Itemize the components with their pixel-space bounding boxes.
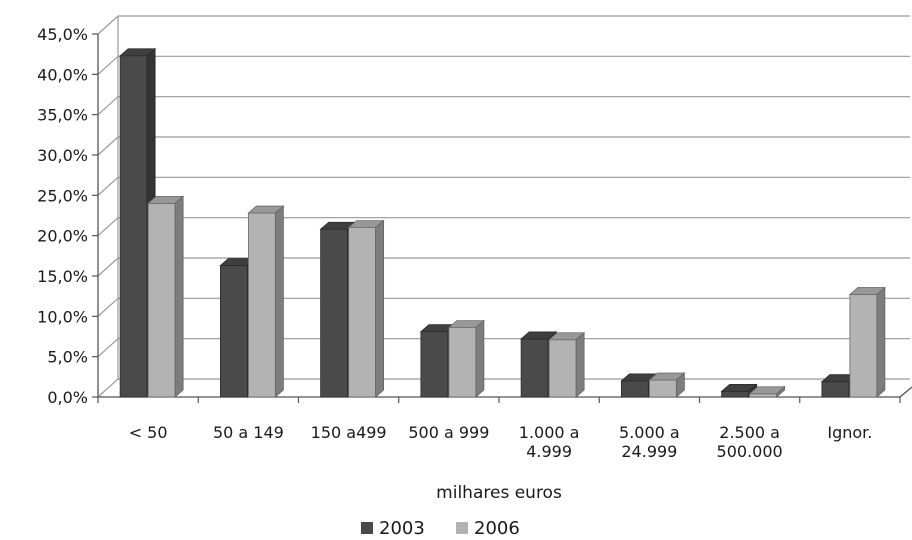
y-tick-label: 25,0% bbox=[37, 186, 88, 205]
bar-front bbox=[119, 55, 148, 398]
y-tick-label: 30,0% bbox=[37, 146, 88, 165]
legend-label: 2003 bbox=[379, 518, 425, 539]
bar-front bbox=[849, 294, 878, 398]
bar-front bbox=[147, 202, 176, 398]
legend: 2003 2006 bbox=[361, 518, 520, 539]
x-category-label: 5.000 a 24.999 bbox=[619, 423, 680, 461]
x-axis-title: milhares euros bbox=[436, 483, 562, 503]
axes bbox=[92, 33, 912, 403]
bar-side bbox=[174, 195, 184, 398]
gridline-depth bbox=[97, 257, 119, 277]
legend-swatch bbox=[456, 522, 468, 534]
y-tick-label: 20,0% bbox=[37, 227, 88, 246]
bar-2006-3 bbox=[447, 319, 485, 398]
bar-2006-1 bbox=[247, 205, 285, 398]
x-category-label: 1.000 a 4.999 bbox=[519, 423, 580, 461]
floor-right-edge bbox=[899, 386, 912, 398]
bar-2006-7 bbox=[848, 286, 886, 398]
bar-front bbox=[448, 327, 477, 398]
bar-front bbox=[219, 265, 248, 398]
bar-2006-5 bbox=[648, 372, 686, 398]
y-tick-label: 10,0% bbox=[37, 307, 88, 326]
bar-front bbox=[620, 380, 649, 398]
gridline-depth bbox=[97, 15, 119, 35]
bar-front bbox=[721, 390, 750, 398]
gridline-depth bbox=[97, 217, 119, 237]
y-tick-label: 35,0% bbox=[37, 106, 88, 125]
legend-label: 2006 bbox=[474, 518, 520, 539]
bar-front bbox=[749, 393, 778, 398]
bar-front bbox=[648, 379, 677, 398]
y-tick-label: 45,0% bbox=[37, 25, 88, 44]
bar-side bbox=[675, 372, 685, 398]
x-category-label: 50 a 149 bbox=[213, 423, 284, 442]
gridline-depth bbox=[97, 338, 119, 358]
legend-swatch bbox=[361, 522, 373, 534]
bar-2006-4 bbox=[548, 331, 586, 398]
bar-front bbox=[320, 228, 349, 398]
bar-front bbox=[247, 212, 276, 398]
gridline-depth bbox=[97, 136, 119, 156]
bar-side bbox=[375, 219, 385, 398]
legend-item-2003: 2003 bbox=[361, 518, 425, 539]
bar-side bbox=[475, 319, 485, 398]
y-tick-label: 0,0% bbox=[47, 388, 88, 407]
x-category-label: 150 a499 bbox=[311, 423, 387, 442]
x-axis-category-labels: < 50 50 a 149 150 a499 500 a 999 1.000 a 4.99… bbox=[129, 423, 873, 461]
bar-front bbox=[520, 338, 549, 398]
gridline-depth bbox=[97, 96, 119, 116]
bar-side bbox=[876, 286, 886, 398]
x-category-label: 2.500 a 500.000 bbox=[717, 423, 783, 461]
bar-2006-0 bbox=[147, 195, 185, 398]
x-category-label: 500 a 999 bbox=[408, 423, 489, 442]
bar-side bbox=[274, 205, 284, 398]
gridline-depth bbox=[97, 378, 119, 398]
bar-front bbox=[420, 331, 449, 398]
x-category-label: < 50 bbox=[129, 423, 168, 442]
bar-2006-2 bbox=[347, 219, 385, 398]
gridline-depth bbox=[97, 297, 119, 317]
grid-lines bbox=[97, 15, 910, 398]
y-tick-label: 5,0% bbox=[47, 348, 88, 367]
gridline-depth bbox=[97, 176, 119, 196]
gridline-depth bbox=[97, 55, 119, 75]
y-tick-label: 15,0% bbox=[37, 267, 88, 286]
y-tick-label: 40,0% bbox=[37, 65, 88, 84]
bar-side bbox=[776, 385, 786, 398]
bar-front bbox=[348, 227, 377, 398]
bar-front bbox=[548, 339, 577, 398]
bar-side bbox=[575, 331, 585, 398]
x-category-label: Ignor. bbox=[827, 423, 872, 442]
legend-item-2006: 2006 bbox=[456, 518, 520, 539]
bar-front bbox=[821, 381, 850, 398]
y-axis-tick-labels: 0,0% 5,0% 10,0% 15,0% 20,0% 25,0% 30,0% 35,0% 40… bbox=[37, 25, 88, 407]
bar-2006-6 bbox=[748, 385, 786, 398]
bars bbox=[119, 47, 886, 398]
